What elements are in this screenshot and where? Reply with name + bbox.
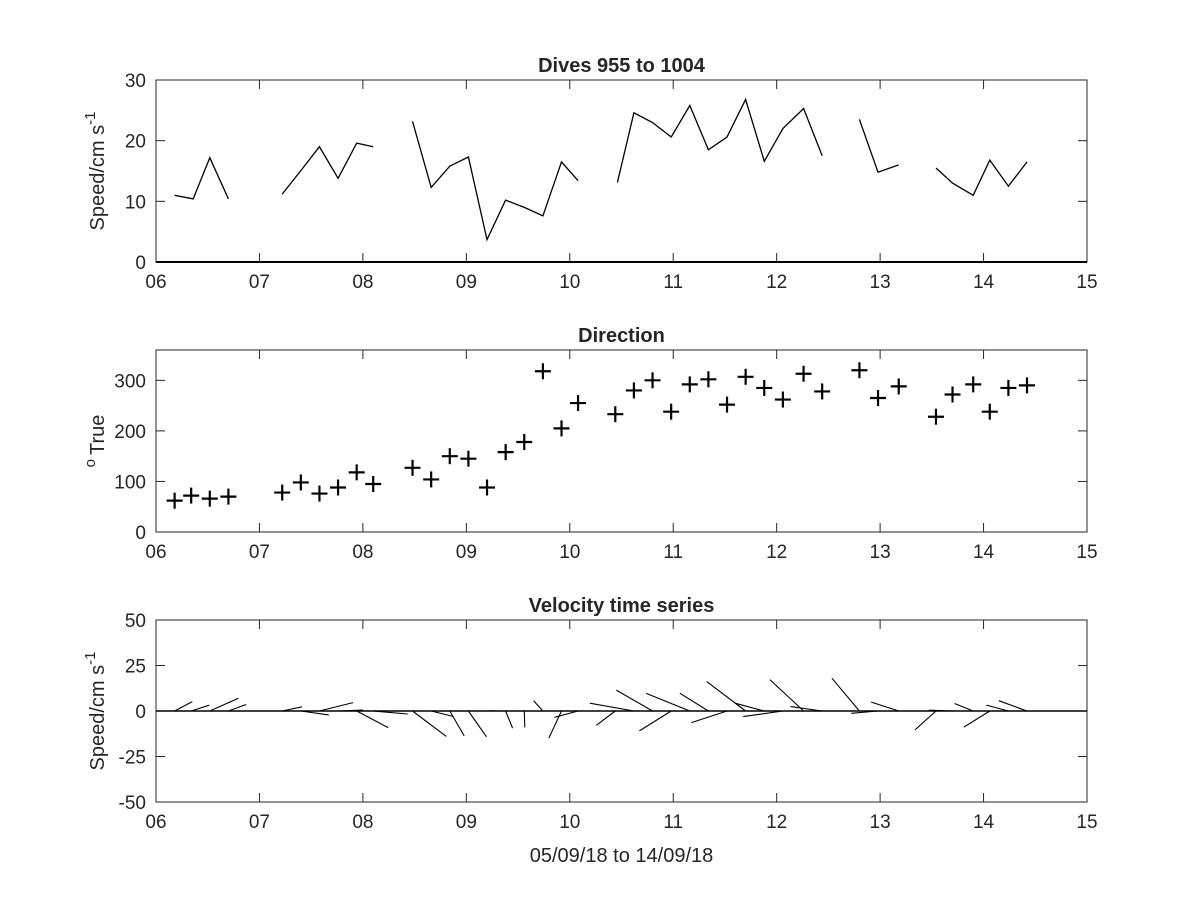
x-tick-label: 12 [766,272,787,293]
y-axis-label: Speed/cm s-1 [82,652,109,771]
panel-velocity: 06 07 08 09 10 11 12 13 14 15 50 25 0 -25 -50 Velocity … [82,595,1098,867]
y-tick-label: 50 [125,611,146,632]
y-tick-label: 30 [125,71,146,92]
y-axis-label-text: Speed/cm s [87,665,109,771]
x-tick-label: 06 [145,542,166,563]
velocity-stick [524,711,525,727]
x-tick-label: 10 [559,812,580,833]
x-tick-label: 11 [663,812,683,833]
y-axis-label-exponent: -1 [82,112,99,125]
chart-title: Velocity time series [529,595,715,617]
x-tick-label: 06 [145,812,166,833]
x-tick-label: 13 [870,542,891,563]
x-tick-label: 14 [973,542,995,563]
chart-title: Dives 955 to 1004 [538,55,706,77]
y-tick-label: 0 [135,523,146,544]
x-tick-label: 09 [456,542,477,563]
x-tick-label: 13 [870,272,891,293]
x-tick-label: 12 [766,812,787,833]
x-tick-label: 08 [352,542,373,563]
y-axis-label-text: Speed/cm s [87,125,109,231]
y-tick-label: 0 [135,702,146,723]
x-tick-label: 08 [352,812,373,833]
x-tick-label: 09 [456,272,477,293]
y-tick-label: 200 [114,422,146,443]
axes-box [156,80,1087,262]
y-tick-label: 20 [125,132,146,153]
x-tick-label: 07 [249,272,270,293]
x-tick-label: 06 [145,272,166,293]
y-axis-label: o True [82,415,109,468]
y-tick-label: 25 [125,657,146,678]
x-tick-label: 11 [663,272,683,293]
y-tick-label: -50 [119,793,146,814]
y-axis-label: Speed/cm s-1 [82,112,109,231]
x-tick-label: 15 [1076,272,1097,293]
y-tick-label: 300 [114,371,146,392]
axes-box [156,350,1087,532]
chart-title: Direction [578,325,665,347]
y-tick-label: 10 [125,192,146,213]
x-tick-label: 15 [1076,812,1097,833]
y-axis-label-exponent: -1 [82,652,99,665]
x-tick-label: 10 [559,542,580,563]
y-tick-label: 0 [135,253,146,274]
y-tick-label: -25 [119,748,146,769]
y-tick-label: 100 [114,472,146,493]
y-axis-label-text: True [87,415,109,455]
x-tick-label: 15 [1076,542,1097,563]
x-tick-label: 08 [352,272,373,293]
x-tick-label: 07 [249,542,270,563]
x-tick-label: 14 [973,812,995,833]
panel-speed: 06 07 08 09 10 11 12 13 14 15 0 10 20 30 Dives 955 to … [82,55,1098,293]
x-axis-label: 05/09/18 to 14/09/18 [530,845,714,867]
x-tick-label: 12 [766,542,787,563]
y-axis-label-prefix: o [82,459,99,467]
panel-direction: 06 07 08 09 10 11 12 13 14 15 0 100 200 300 Direction o… [82,325,1098,563]
x-tick-label: 07 [249,812,270,833]
x-tick-label: 13 [870,812,891,833]
x-tick-label: 10 [559,272,580,293]
x-tick-label: 11 [663,542,683,563]
x-tick-label: 09 [456,812,477,833]
x-tick-label: 14 [973,272,995,293]
